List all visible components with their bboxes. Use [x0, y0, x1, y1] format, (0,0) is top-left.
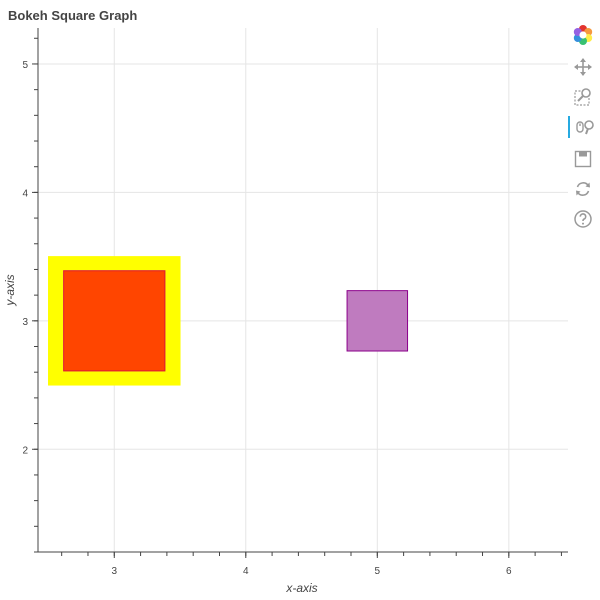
- save-tool-button[interactable]: [572, 148, 594, 170]
- y-tick-label: 3: [22, 317, 28, 328]
- chart-title: Bokeh Square Graph: [8, 8, 137, 23]
- help-tool-button[interactable]: [572, 208, 594, 230]
- x-tick-label: 3: [111, 566, 117, 577]
- x-tick-label: 6: [506, 566, 512, 577]
- square-chart[interactable]: Bokeh Square Graph 3 4 5 6 2 3 4 5 x-axis y-axi…: [0, 0, 568, 600]
- y-tick-label: 4: [22, 188, 28, 199]
- x-axis-label: x-axis: [285, 581, 317, 595]
- bokeh-logo-icon: [573, 25, 593, 45]
- x-tick-label: 4: [243, 566, 249, 577]
- y-axis-label: y-axis: [3, 274, 17, 306]
- reset-tool-button[interactable]: [572, 178, 594, 200]
- save-icon: [574, 150, 592, 168]
- bokeh-logo-button[interactable]: [572, 24, 594, 46]
- reset-icon: [576, 182, 590, 196]
- axes: 3 4 5 6 2 3 4 5: [22, 28, 568, 577]
- box-zoom-icon: [574, 88, 591, 106]
- y-tick-label: 2: [22, 445, 28, 456]
- x-tick-label: 5: [375, 566, 381, 577]
- y-tick-label: 5: [22, 60, 28, 71]
- wheel-zoom-tool-button[interactable]: [568, 116, 596, 138]
- box-zoom-tool-button[interactable]: [572, 86, 594, 108]
- toolbar: [568, 24, 598, 234]
- pan-tool-button[interactable]: [572, 56, 594, 78]
- help-icon: [574, 210, 592, 228]
- square-marker: [63, 270, 166, 372]
- pan-icon: [574, 58, 592, 76]
- wheel-zoom-icon: [576, 120, 594, 135]
- square-marker: [346, 290, 409, 352]
- square-glyphs: [48, 256, 409, 386]
